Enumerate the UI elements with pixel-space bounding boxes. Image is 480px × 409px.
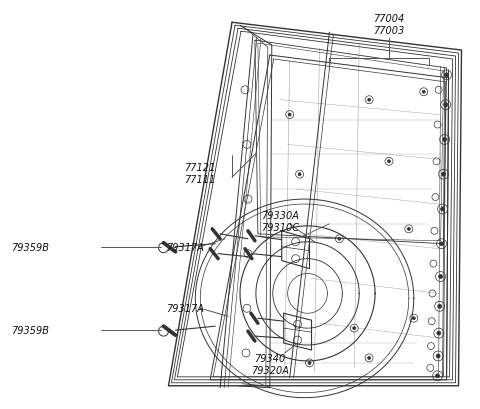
- Text: 77121: 77121: [184, 163, 215, 173]
- Circle shape: [368, 357, 371, 360]
- Circle shape: [440, 242, 444, 246]
- Circle shape: [422, 91, 425, 94]
- Text: 79359B: 79359B: [12, 325, 49, 335]
- Circle shape: [288, 114, 291, 117]
- Circle shape: [353, 327, 356, 330]
- Text: 77004: 77004: [373, 14, 405, 24]
- Circle shape: [436, 354, 440, 358]
- Circle shape: [444, 74, 449, 78]
- Circle shape: [387, 160, 390, 163]
- Circle shape: [435, 374, 440, 378]
- Circle shape: [338, 238, 341, 240]
- Circle shape: [442, 173, 445, 177]
- Circle shape: [298, 173, 301, 176]
- Circle shape: [443, 138, 447, 142]
- Text: 79317A: 79317A: [167, 242, 204, 252]
- Circle shape: [437, 331, 441, 335]
- Text: 77003: 77003: [373, 26, 405, 36]
- Circle shape: [441, 207, 444, 211]
- Text: 79340: 79340: [254, 353, 286, 363]
- Circle shape: [408, 228, 410, 231]
- Text: 79330A: 79330A: [261, 210, 299, 220]
- Circle shape: [438, 305, 442, 308]
- Circle shape: [444, 103, 448, 108]
- Text: 79317A: 79317A: [167, 303, 204, 314]
- Circle shape: [439, 275, 443, 279]
- Text: 79320A: 79320A: [251, 365, 289, 375]
- Text: 79310C: 79310C: [261, 222, 299, 232]
- Circle shape: [368, 99, 371, 102]
- Text: 79359B: 79359B: [12, 242, 49, 252]
- Text: 77111: 77111: [184, 175, 215, 185]
- Circle shape: [412, 317, 415, 320]
- Circle shape: [308, 362, 311, 364]
